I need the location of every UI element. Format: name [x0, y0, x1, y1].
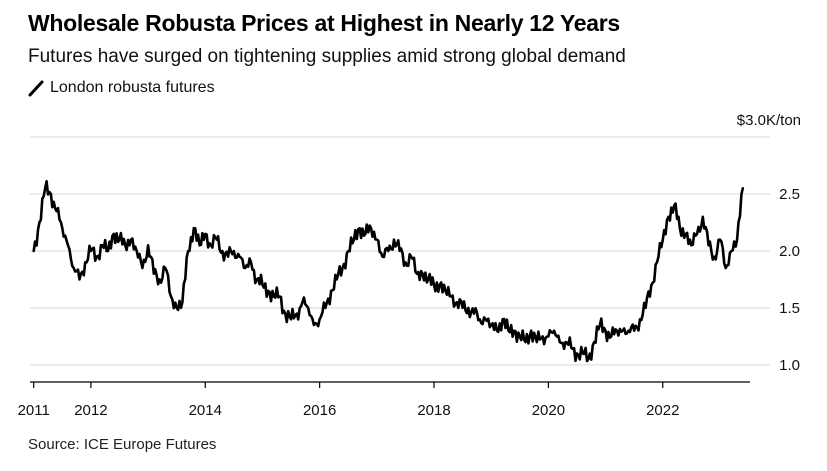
- legend: London robusta futures: [28, 79, 215, 97]
- legend-line-icon: [28, 80, 44, 97]
- x-tick-label: 2020: [532, 402, 565, 419]
- x-tick-label: 2011: [18, 402, 50, 419]
- y-tick-label: 1.5: [779, 300, 800, 317]
- y-tick-label: 2.0: [779, 243, 800, 260]
- chart-subtitle: Futures have surged on tightening suppli…: [28, 46, 626, 67]
- x-tick-label: 2012: [74, 402, 107, 419]
- source-note: Source: ICE Europe Futures: [28, 436, 217, 453]
- y-unit-label: $3.0K/ton: [737, 112, 801, 129]
- x-tick-label: 2014: [189, 402, 222, 419]
- x-tick-label: 2018: [417, 402, 450, 419]
- y-tick-label: 1.0: [779, 357, 800, 374]
- y-tick-label: 2.5: [779, 186, 800, 203]
- x-tick-label: 2022: [646, 402, 679, 419]
- series-line-london-robusta: [32, 180, 745, 363]
- x-tick-label: 2016: [303, 402, 336, 419]
- legend-label: London robusta futures: [50, 79, 215, 96]
- chart-title: Wholesale Robusta Prices at Highest in N…: [28, 10, 620, 36]
